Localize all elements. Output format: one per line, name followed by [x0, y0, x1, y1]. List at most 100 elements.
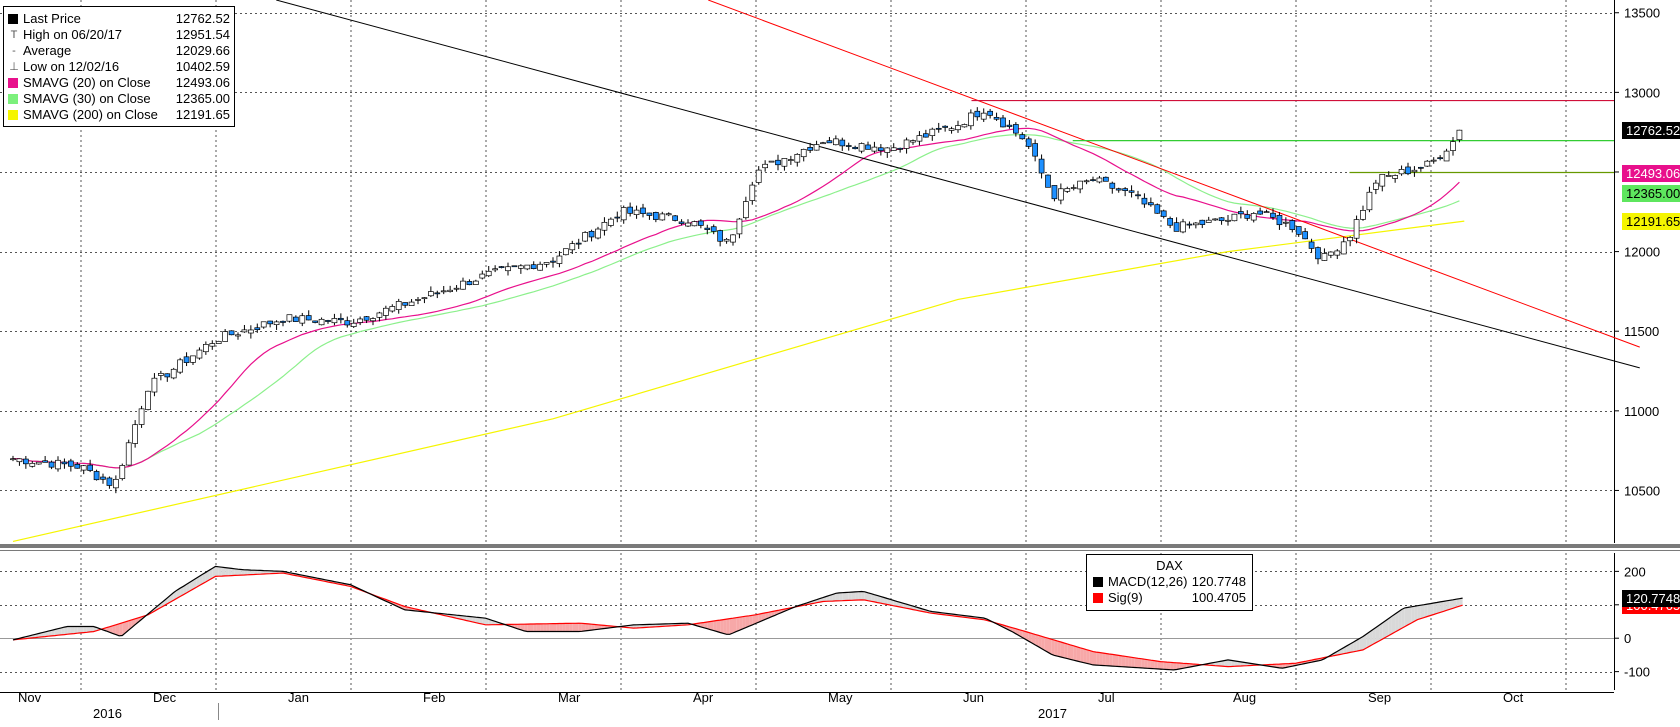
candle: [1173, 217, 1180, 232]
macd-fill-above: [1456, 598, 1460, 608]
macd-fill-above: [472, 616, 476, 623]
candle-body: [408, 301, 415, 306]
macd-fill-below: [1028, 632, 1032, 643]
candle: [1270, 208, 1276, 221]
macd-fill-above: [58, 627, 62, 636]
candle-body: [80, 465, 87, 471]
candle-body: [164, 373, 171, 378]
candle-body: [1083, 180, 1090, 183]
candle-body: [254, 327, 261, 331]
candle: [498, 266, 505, 269]
candle-body: [537, 263, 543, 271]
x-tick-label: Jul: [1098, 690, 1115, 705]
candle-body: [633, 209, 640, 215]
candle-body: [1353, 219, 1360, 239]
macd-fill-above: [199, 574, 203, 586]
candle: [145, 390, 151, 411]
macd-fill-below: [553, 623, 557, 632]
macd-fill-below: [517, 624, 521, 630]
macd-fill-below: [1057, 641, 1061, 657]
candle-body: [428, 291, 434, 297]
candle-body: [1173, 222, 1180, 232]
macd-fill-above: [1382, 620, 1386, 640]
candle: [190, 355, 196, 365]
candle: [524, 264, 531, 271]
macd-fill-above: [54, 628, 58, 636]
candle-body: [890, 147, 897, 151]
macd-legend-title: DAX: [1156, 558, 1183, 573]
candle-body: [1405, 166, 1411, 175]
macd-fill-above: [861, 591, 865, 600]
candle-body: [672, 215, 678, 221]
macd-y-tick-label: 0: [1624, 631, 1631, 646]
macd-fill-above: [247, 569, 251, 575]
legend-label: Last Price: [23, 11, 81, 26]
candle: [1334, 249, 1341, 260]
macd-fill-above: [636, 624, 640, 628]
macd-fill-above: [1424, 604, 1428, 618]
candle: [55, 456, 61, 472]
macd-fill-below: [1183, 663, 1187, 669]
macd-fill-above: [1240, 661, 1245, 666]
candle-body: [1167, 218, 1173, 226]
candle-body: [1205, 219, 1212, 223]
candle-body: [730, 234, 736, 243]
macd-fill-above: [1218, 661, 1222, 667]
candle: [350, 318, 357, 328]
candle-body: [453, 287, 460, 290]
candle: [1083, 179, 1090, 185]
macd-fill-above: [244, 569, 248, 575]
legend-value: 120.7748: [1191, 574, 1246, 589]
candle-body: [665, 213, 672, 216]
candle-body: [775, 159, 781, 166]
candle-body: [1276, 214, 1283, 226]
macd-fill-above: [639, 624, 643, 628]
macd-fill-above: [238, 569, 242, 576]
candle-body: [1340, 241, 1347, 255]
candle: [48, 460, 55, 470]
candle: [1051, 185, 1058, 202]
macd-fill-below: [562, 623, 566, 632]
legend-value: 12365.00: [175, 91, 230, 106]
macd-fill-above: [1356, 638, 1360, 652]
candle: [820, 141, 826, 145]
macd-fill-above: [1385, 618, 1389, 638]
macd-fill-below: [1096, 652, 1100, 666]
macd-fill-above: [41, 631, 46, 637]
legend-value: 12951.54: [175, 27, 230, 42]
macd-fill-above: [77, 626, 81, 634]
candle: [1450, 137, 1456, 156]
candle-body: [196, 349, 203, 359]
candle: [717, 229, 723, 247]
candle-body: [74, 464, 81, 469]
macd-fill-below: [700, 622, 705, 628]
legend-swatch: [8, 78, 18, 88]
candle-body: [248, 329, 254, 334]
macd-fill-above: [176, 588, 181, 599]
candle-body: [704, 227, 711, 230]
macd-fill-below: [112, 624, 116, 635]
macd-fill-above: [250, 570, 255, 575]
candle-body: [1006, 124, 1013, 127]
macd-fill-below: [716, 620, 721, 633]
macd-fill-above: [884, 597, 888, 605]
macd-fill-above: [829, 594, 833, 602]
macd-fill-above: [45, 631, 49, 637]
candle-body: [1231, 213, 1238, 222]
candle: [1135, 190, 1141, 200]
candle-body: [871, 146, 878, 152]
macd-fill-below: [1093, 651, 1097, 666]
candle: [267, 320, 273, 328]
macd-fill-below: [1279, 663, 1283, 669]
candle-body: [151, 377, 158, 393]
candle: [563, 248, 569, 256]
candle: [1225, 214, 1231, 226]
candle: [646, 212, 653, 220]
candle: [286, 314, 293, 323]
candle-body: [1257, 210, 1263, 215]
candle: [575, 238, 582, 249]
candle-body: [460, 280, 466, 290]
candle: [1090, 176, 1096, 182]
candle: [1109, 181, 1116, 194]
candle: [1070, 184, 1077, 191]
